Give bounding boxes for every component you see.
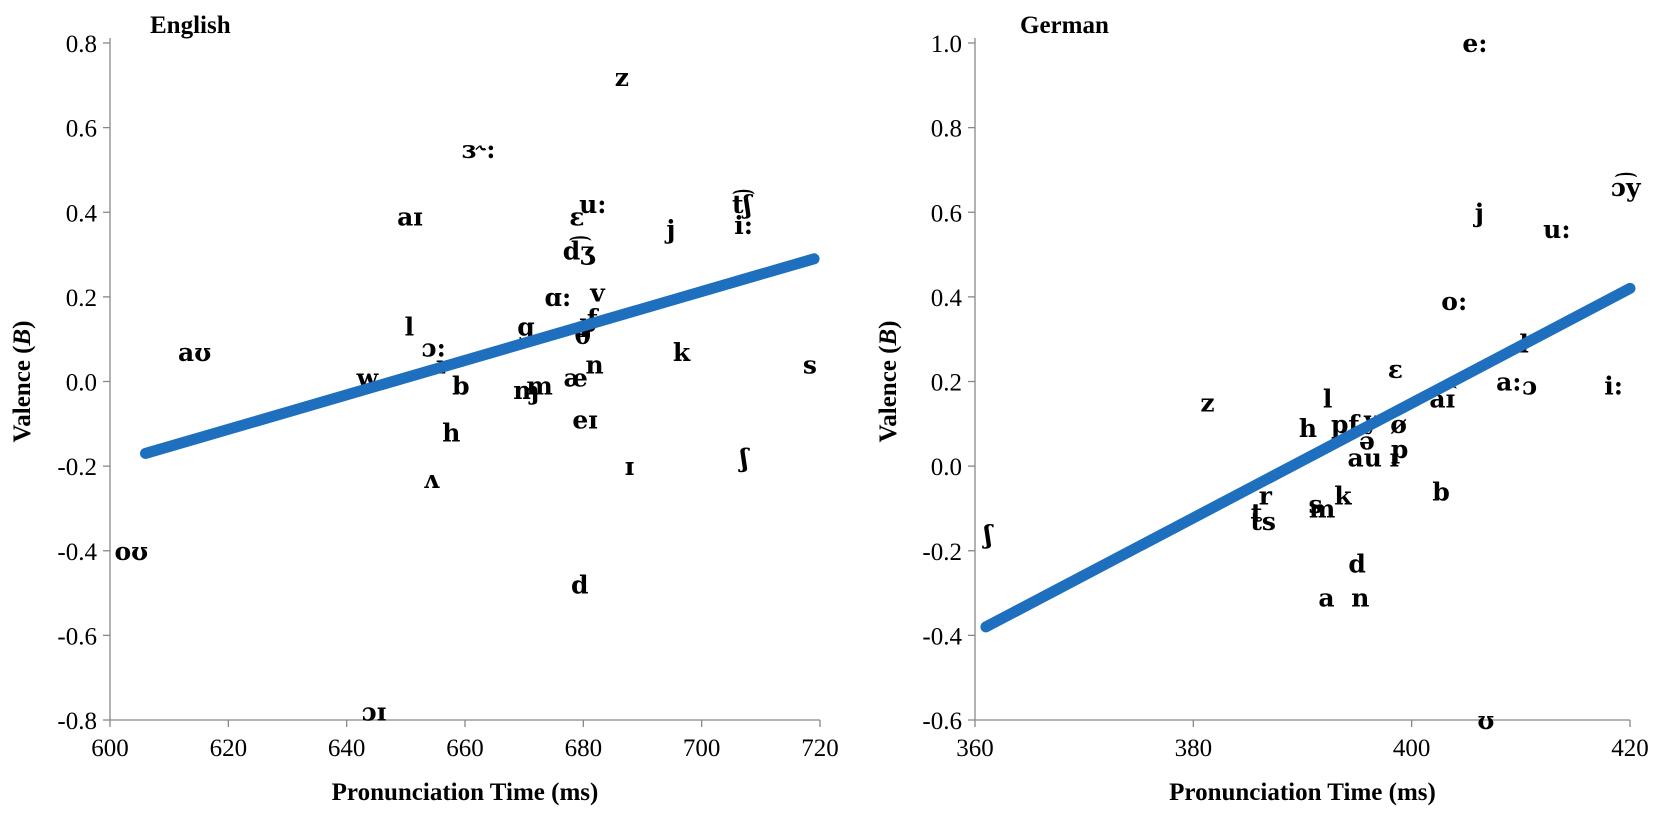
data-point-label: ʊ [1477, 706, 1494, 735]
data-point-label: j [664, 215, 675, 244]
data-point-label: s [803, 351, 817, 380]
y-tick-label: 1.0 [931, 31, 962, 58]
data-point-label: ɔ [1522, 372, 1537, 401]
data-point-label: h [442, 418, 460, 447]
data-point-label: o: [1441, 287, 1467, 316]
data-point-label: a: [1496, 368, 1521, 397]
y-tick-label: -0.4 [57, 539, 97, 566]
y-tick-label: -0.2 [57, 454, 97, 481]
y-tick-label: -0.2 [922, 539, 962, 566]
data-point-label: d͡ʒ [563, 236, 595, 265]
data-point-label: ɪ [1389, 444, 1399, 473]
data-point-label: a [1318, 583, 1334, 612]
data-point-label: ɑ: [545, 283, 572, 312]
y-axis-title-text: Valence ( [875, 346, 902, 443]
y-tick-label: -0.4 [922, 623, 962, 650]
data-point-label: ɛ [1388, 355, 1403, 384]
data-point-label: z [1200, 389, 1214, 418]
x-axis-title: Pronunciation Time (ms) [332, 779, 599, 806]
data-point-label: æ [563, 363, 587, 392]
data-point-label: eɪ [572, 406, 597, 435]
y-axis-title-text: Valence ( [9, 346, 36, 443]
data-point-label: ɜ˞: [462, 135, 496, 164]
y-axis-title: Valence (B) [875, 321, 902, 443]
trendline [986, 288, 1630, 626]
data-point-label: ɔ͡y [1611, 173, 1642, 202]
y-tick-label: 0.4 [931, 285, 963, 312]
data-point-label: ts [1250, 507, 1276, 536]
x-tick-label: 400 [1393, 735, 1431, 762]
data-point-label: d [1348, 549, 1365, 578]
y-tick-label: -0.6 [57, 623, 97, 650]
y-axis-title-close: ) [875, 321, 902, 329]
chart-title: German [1020, 12, 1109, 39]
y-axis-title-close: ) [9, 321, 36, 329]
x-tick-label: 620 [210, 735, 248, 762]
y-tick-label: 0.8 [66, 31, 97, 58]
data-point-label: n [585, 351, 603, 380]
y-axis-title-variable: B [875, 329, 902, 347]
x-tick-label: 420 [1611, 735, 1649, 762]
x-tick-label: 700 [683, 735, 721, 762]
data-point-label: m [526, 372, 552, 401]
data-point-label: j [1473, 198, 1484, 227]
trendline [146, 259, 815, 454]
data-point-label: au [1348, 444, 1382, 473]
y-tick-label: 0.8 [931, 116, 962, 143]
data-point-label: ʌ [423, 465, 440, 494]
data-point-label: u: [579, 190, 606, 219]
data-point-label: ʃ [982, 520, 994, 549]
x-tick-label: 660 [446, 735, 484, 762]
data-point-label: oʊ [114, 537, 148, 566]
y-tick-label: 0.2 [66, 285, 97, 312]
data-point-label: m [1309, 494, 1335, 523]
english-chart-panel: -0.8 -0.6 -0.4 -0.2 0.0 0.2 0.4 0.6 0.8 600 620 640… [9, 12, 839, 806]
german-chart-panel: -0.6 -0.4 -0.2 0.0 0.2 0.4 0.6 0.8 1.0 360 380 400 4… [875, 12, 1649, 806]
y-tick-label: 0.2 [931, 370, 962, 397]
y-tick-label: -0.6 [922, 708, 962, 735]
x-tick-label: 360 [956, 735, 994, 762]
data-point-label: z [615, 63, 629, 92]
y-tick-label: 0.6 [931, 200, 962, 227]
data-point-label: b [1432, 478, 1449, 507]
data-point-label: l [405, 312, 415, 341]
data-point-label: aʊ [178, 338, 211, 367]
data-point-label: d [571, 571, 588, 600]
y-tick-label: 0.6 [66, 116, 97, 143]
data-point-label: aɪ [397, 202, 423, 231]
y-tick-label: 0.4 [66, 200, 98, 227]
x-tick-label: 380 [1175, 735, 1213, 762]
data-point-label: ɔɪ [362, 698, 387, 727]
x-tick-label: 640 [328, 735, 366, 762]
y-tick-label: -0.8 [57, 708, 97, 735]
data-point-label: ɪ [625, 452, 635, 481]
data-point-label: i: [1604, 372, 1623, 401]
data-point-label: k [1334, 482, 1352, 511]
data-point-label: ʃ [738, 444, 750, 473]
data-point-label: i: [734, 211, 753, 240]
y-tick-label: 0.0 [931, 454, 962, 481]
x-axis-title: Pronunciation Time (ms) [1169, 779, 1436, 806]
chart-title: English [150, 12, 231, 39]
x-tick-label: 600 [91, 735, 129, 762]
y-axis-title-variable: B [9, 329, 36, 347]
data-point-label: h [1299, 414, 1317, 443]
x-tick-label: 720 [801, 735, 839, 762]
data-point-label: e: [1462, 29, 1487, 58]
x-tick-label: 680 [565, 735, 603, 762]
data-point-label: k [673, 338, 691, 367]
data-point-label: n [1351, 583, 1369, 612]
data-point-label: u: [1543, 215, 1570, 244]
y-axis-title: Valence (B) [9, 321, 36, 443]
y-tick-label: 0.0 [66, 370, 97, 397]
data-point-label: b [452, 372, 469, 401]
